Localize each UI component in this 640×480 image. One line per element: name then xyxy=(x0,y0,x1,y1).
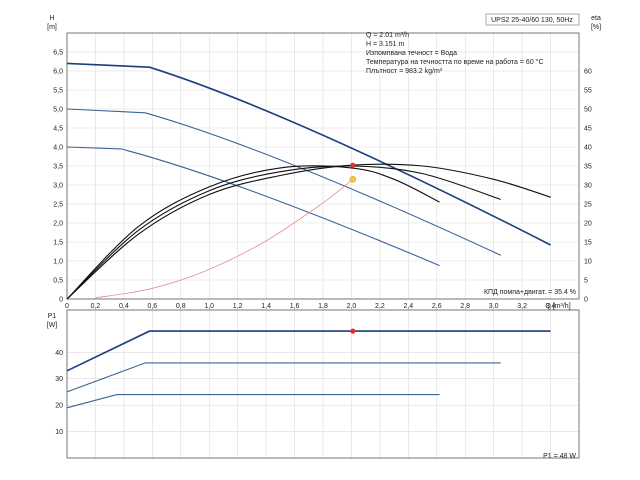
head-curve xyxy=(66,62,551,246)
eta-tick-label: 30 xyxy=(584,183,592,190)
head-tick-label: 5,5 xyxy=(53,88,63,95)
eta-tick-label: 5 xyxy=(584,278,588,285)
eta-tick-label: 10 xyxy=(584,259,592,266)
power-duty-marker xyxy=(350,328,356,334)
power-axis-label-unit: [W] xyxy=(47,322,58,329)
efficiency-curve xyxy=(66,165,501,300)
annotation-density: Плътност = 983.2 kg/m³ xyxy=(366,68,443,75)
power-tick-label: 10 xyxy=(55,429,63,436)
x-tick-label: 1,8 xyxy=(318,303,328,310)
eta-tick-label: 35 xyxy=(584,164,592,171)
annotation-h: H = 3.151 m xyxy=(366,41,404,48)
x-tick-label: 1,2 xyxy=(233,303,243,310)
efficiency-duty-marker xyxy=(350,162,356,168)
head-axis-label-h: H xyxy=(49,15,54,22)
power-axis-label-p1: P1 xyxy=(48,313,57,320)
head-tick-label: 1,0 xyxy=(53,259,63,266)
duty-point-marker xyxy=(349,176,357,183)
system-curve xyxy=(95,179,354,299)
head-tick-label: 6,5 xyxy=(53,50,63,57)
head-tick-label: 4,0 xyxy=(53,145,63,152)
eta-tick-label: 55 xyxy=(584,88,592,95)
efficiency-label: КПД помпа+двигат. = 35.4 % xyxy=(484,289,576,296)
efficiency-curve xyxy=(66,163,551,300)
power-tick-label: 20 xyxy=(55,403,63,410)
head-tick-label: 5,0 xyxy=(53,107,63,114)
head-curve xyxy=(66,146,440,267)
head-curve xyxy=(66,108,502,256)
x-tick-label: 3,4 xyxy=(546,303,556,310)
x-tick-label: 2,0 xyxy=(347,303,357,310)
x-tick-label: 2,2 xyxy=(375,303,385,310)
x-tick-label: 2,8 xyxy=(460,303,470,310)
title-box xyxy=(485,13,580,26)
x-tick-label: 1,4 xyxy=(261,303,271,310)
eta-tick-label: 25 xyxy=(584,202,592,209)
eta-tick-label: 45 xyxy=(584,126,592,133)
power-plot-frame xyxy=(66,309,580,459)
x-tick-label: 3,0 xyxy=(489,303,499,310)
x-tick-label: 1,0 xyxy=(204,303,214,310)
power-tick-label: 40 xyxy=(55,350,63,357)
eta-tick-label: 15 xyxy=(584,240,592,247)
annotation-temperature: Температура на течността по време на раб… xyxy=(366,58,544,66)
efficiency-curve xyxy=(66,165,440,300)
eta-tick-label: 0 xyxy=(584,297,588,304)
annotation-liquid: Изпомпвана течност = Вода xyxy=(366,50,457,57)
power-tick-label: 30 xyxy=(55,376,63,383)
x-tick-label: 0,2 xyxy=(91,303,101,310)
head-tick-label: 6,0 xyxy=(53,69,63,76)
x-axis-label: Q [m³/h] xyxy=(545,303,570,310)
x-tick-label: 1,6 xyxy=(290,303,300,310)
head-tick-label: 1,5 xyxy=(53,240,63,247)
head-tick-label: 3,5 xyxy=(53,164,63,171)
head-tick-label: 0,5 xyxy=(53,278,63,285)
head-tick-label: 4,5 xyxy=(53,126,63,133)
power-curve xyxy=(66,330,551,372)
annotation-q: Q = 2.01 m³/h xyxy=(366,32,409,39)
eta-tick-label: 50 xyxy=(584,107,592,114)
head-tick-label: 2,5 xyxy=(53,202,63,209)
x-tick-label: 0,8 xyxy=(176,303,186,310)
power-curve xyxy=(66,362,501,393)
eta-tick-label: 60 xyxy=(584,69,592,76)
x-tick-label: 2,4 xyxy=(403,303,413,310)
x-tick-label: 0,4 xyxy=(119,303,129,310)
eta-axis-label-unit: [%] xyxy=(591,24,601,31)
x-tick-label: 0,6 xyxy=(147,303,157,310)
eta-axis-label: eta xyxy=(591,15,601,22)
eta-tick-label: 40 xyxy=(584,145,592,152)
head-axis-label-unit: [m] xyxy=(47,24,57,31)
x-tick-label: 2,6 xyxy=(432,303,442,310)
chart-title: UPS2 25-40/60 130, 50Hz xyxy=(491,17,573,24)
eta-tick-label: 20 xyxy=(584,221,592,228)
head-tick-label: 3,0 xyxy=(53,183,63,190)
x-tick-label: 0 xyxy=(65,303,69,310)
power-curve xyxy=(66,394,440,409)
head-tick-label: 2,0 xyxy=(53,221,63,228)
head-tick-label: 0 xyxy=(59,297,63,304)
power-label: P1 = 48 W xyxy=(543,453,576,460)
head-plot-frame xyxy=(66,32,580,300)
x-tick-label: 3,2 xyxy=(517,303,527,310)
